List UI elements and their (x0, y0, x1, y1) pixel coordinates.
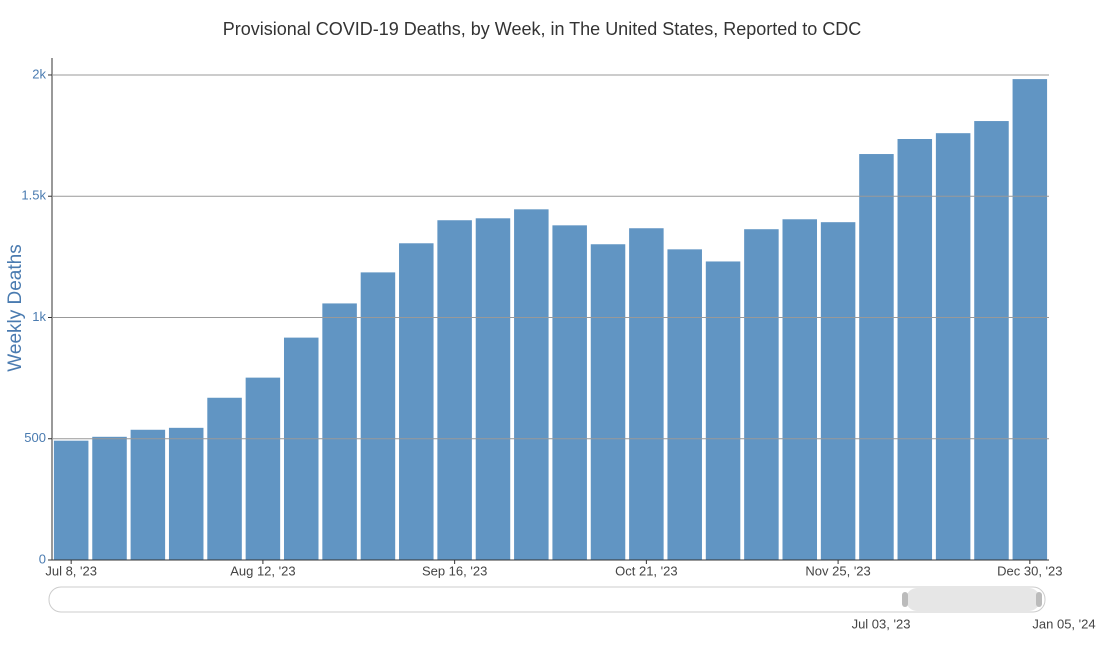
slider-handle[interactable] (1036, 592, 1042, 607)
x-tick-label: Jul 8, '23 (45, 563, 97, 578)
bar (859, 154, 894, 560)
chart-title: Provisional COVID-19 Deaths, by Week, in… (223, 19, 862, 39)
bar (399, 243, 434, 560)
x-tick-label: Dec 30, '23 (997, 563, 1062, 578)
bar (552, 225, 587, 561)
y-tick-label: 0 (39, 551, 46, 566)
bar (53, 440, 89, 560)
bar (475, 218, 511, 560)
bar (437, 220, 472, 560)
range-slider[interactable] (48, 586, 1046, 613)
bar (897, 138, 933, 561)
bar (820, 222, 856, 561)
y-tick-label: 1k (32, 309, 46, 324)
bar (667, 249, 702, 560)
bar (92, 436, 127, 560)
bar (935, 133, 971, 560)
bar (590, 244, 626, 561)
slider-track (48, 586, 1046, 613)
bar (168, 427, 204, 560)
bar (744, 229, 779, 560)
y-tick-label: 500 (24, 430, 46, 445)
bar (1012, 79, 1048, 561)
bar (322, 303, 357, 560)
x-tick-label: Nov 25, '23 (805, 563, 870, 578)
x-tick-label: Aug 12, '23 (230, 563, 295, 578)
slider-handle[interactable] (902, 592, 908, 607)
bar (207, 397, 242, 560)
slider-label: Jan 05, '24 (1032, 616, 1095, 631)
x-tick-label: Sep 16, '23 (422, 563, 487, 578)
y-tick-label: 2k (32, 66, 46, 81)
y-tick-label: 1.5k (21, 188, 46, 203)
bar (245, 377, 281, 560)
bar (705, 261, 741, 560)
bar (283, 337, 319, 560)
bar (130, 429, 166, 560)
slider-label: Jul 03, '23 (852, 616, 911, 631)
bar (782, 219, 818, 560)
slider-window[interactable] (906, 588, 1040, 611)
bar (360, 272, 396, 560)
y-axis-label: Weekly Deaths (5, 244, 26, 371)
x-tick-label: Oct 21, '23 (615, 563, 677, 578)
bar (974, 121, 1009, 561)
bar (514, 209, 549, 561)
bar (629, 228, 664, 561)
